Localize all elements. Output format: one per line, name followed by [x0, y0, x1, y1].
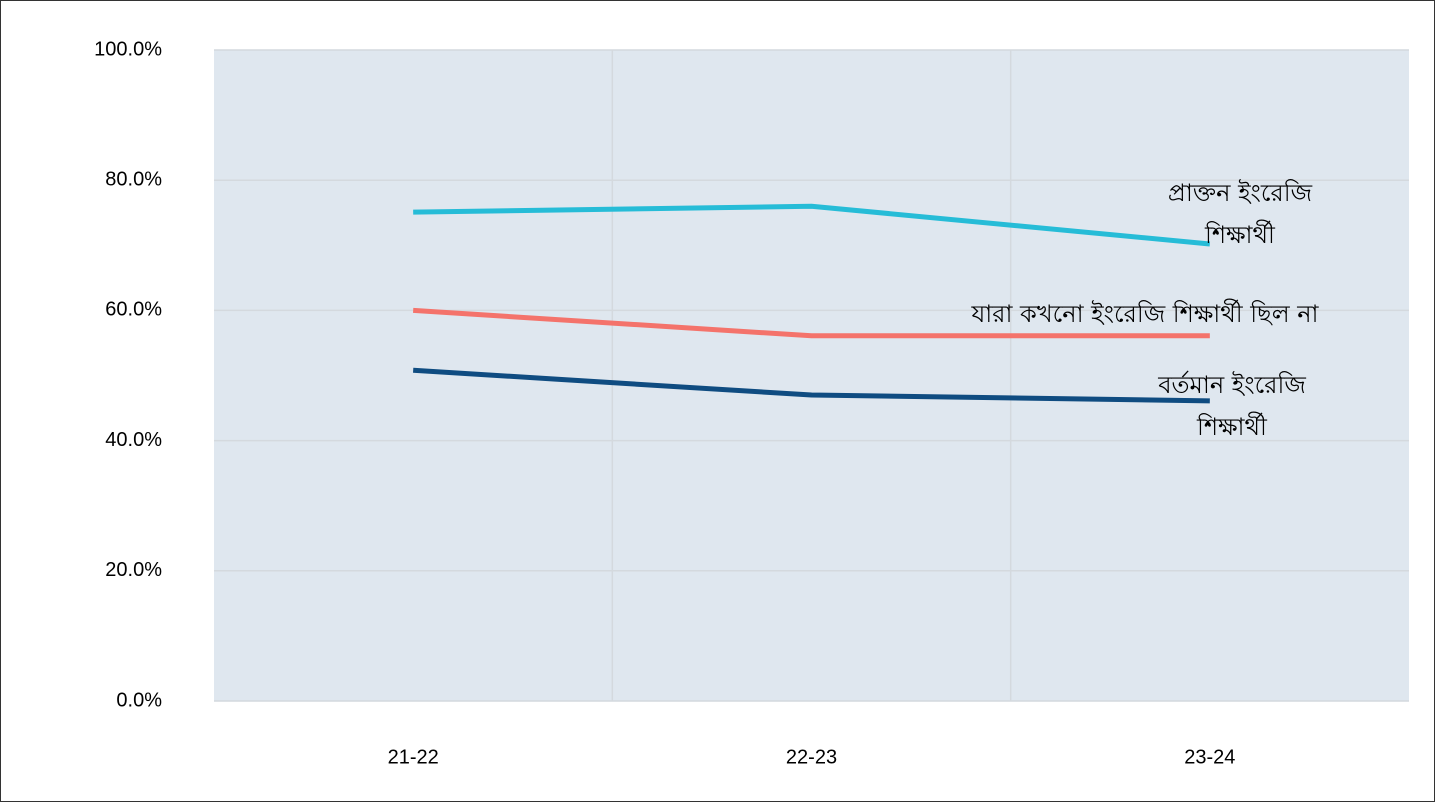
- x-tick-label: 22-23: [786, 746, 837, 768]
- plot-area: [214, 50, 1409, 701]
- y-tick-label: 0.0%: [116, 689, 162, 711]
- y-tick-label: 20.0%: [105, 559, 162, 581]
- y-tick-label: 40.0%: [105, 429, 162, 451]
- series-label: বর্তমান ইংরেজি শিক্ষার্থী: [1158, 371, 1306, 441]
- y-tick-label: 60.0%: [105, 299, 162, 321]
- y-tick-label: 100.0%: [94, 38, 162, 60]
- x-tick-label: 23-24: [1184, 746, 1235, 768]
- series-line: [413, 367, 1210, 404]
- y-tick-label: 80.0%: [105, 168, 162, 190]
- series-line: [413, 307, 1210, 339]
- x-tick-label: 21-22: [388, 746, 439, 768]
- series-line: [413, 203, 1211, 247]
- series-label: প্রাক্তন ইংরেজি শিক্ষার্থী: [1167, 179, 1313, 249]
- series-label: যারা কখনো ইংরেজি শিক্ষার্থী ছিল না: [971, 300, 1319, 328]
